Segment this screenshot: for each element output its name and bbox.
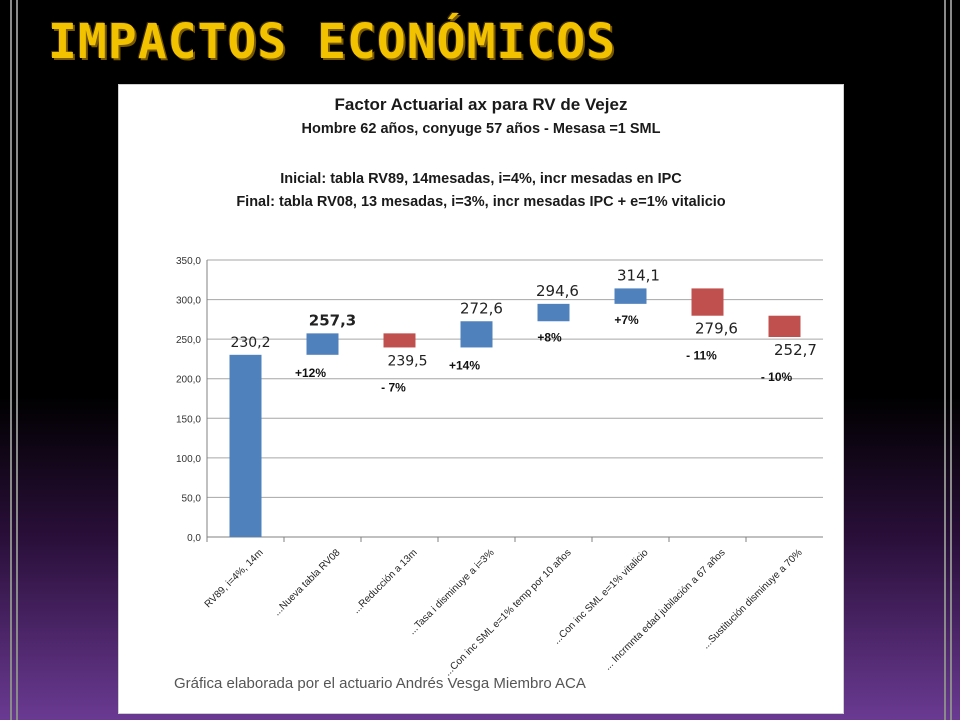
- chart-subtitle-initial: Inicial: tabla RV89, 14mesadas, i=4%, in…: [280, 171, 682, 187]
- x-category-label: ...Tasa i disminuye a i=3%: [407, 547, 497, 637]
- x-category-label: ...Reducción a 13m: [351, 547, 420, 616]
- waterfall-bar: [768, 315, 801, 338]
- bar-value-label: 230,2: [230, 335, 270, 351]
- slide-title: IMPACTOS ECONÓMICOS: [48, 14, 617, 70]
- bar-value-label: 257,3: [309, 311, 356, 329]
- chart-credit: Gráfica elaborada por el actuario Andrés…: [174, 675, 586, 692]
- waterfall-bar: [229, 354, 262, 537]
- y-tick-label: 350,0: [176, 256, 201, 267]
- y-tick-label: 50,0: [182, 493, 202, 504]
- slide-border-line: [944, 0, 946, 720]
- chart-panel: Factor Actuarial ax para RV de Vejez Hom…: [118, 84, 844, 714]
- bar-value-label: 272,6: [460, 299, 503, 317]
- y-tick-label: 0,0: [187, 533, 201, 544]
- bar-change-label: +7%: [614, 313, 639, 327]
- waterfall-bar: [614, 288, 647, 304]
- waterfall-bar: [306, 333, 339, 355]
- x-category-label: ...Con inc SML e=1% temp por 10 años: [442, 547, 573, 678]
- chart-title: Factor Actuarial ax para RV de Vejez: [334, 95, 628, 114]
- waterfall-bar: [383, 333, 416, 348]
- waterfall-bar: [460, 321, 493, 348]
- bar-change-label: +14%: [449, 358, 480, 372]
- bar-change-label: - 11%: [686, 349, 717, 363]
- bar-value-label: 314,1: [617, 266, 660, 284]
- bar-change-label: - 7%: [381, 380, 406, 394]
- x-category-label: RV89, i=4%, 14m: [203, 547, 266, 610]
- y-tick-label: 300,0: [176, 296, 201, 307]
- y-tick-label: 200,0: [176, 375, 201, 386]
- bar-value-label: 279,6: [695, 320, 738, 338]
- bar-change-label: - 10%: [761, 370, 793, 384]
- bar-value-label: 294,6: [536, 282, 579, 300]
- waterfall-bar: [691, 288, 724, 316]
- bar-value-label: 252,7: [774, 341, 817, 359]
- x-category-label: ...Nueva tabla RV08: [272, 547, 343, 618]
- bar-change-label: +8%: [537, 330, 562, 344]
- y-tick-label: 250,0: [176, 335, 201, 346]
- bar-value-label: 239,5: [387, 353, 427, 369]
- slide-border-line: [10, 0, 12, 720]
- y-tick-label: 150,0: [176, 414, 201, 425]
- waterfall-chart: 0,0 50,0 100,0 150,0 200,0 250,0 300,0 350,0 230…: [176, 256, 823, 678]
- waterfall-bar: [537, 303, 570, 322]
- bar-change-label: +12%: [295, 366, 326, 380]
- slide-border-line: [950, 0, 952, 720]
- y-tick-label: 100,0: [176, 454, 201, 465]
- chart-subtitle: Hombre 62 años, conyuge 57 años - Mesasa…: [301, 121, 661, 137]
- slide-border-line: [16, 0, 18, 720]
- chart-subtitle-final: Final: tabla RV08, 13 mesadas, i=3%, inc…: [236, 194, 726, 210]
- x-category-label: ... Incrmnta edad jubilación a 67 años: [602, 547, 727, 672]
